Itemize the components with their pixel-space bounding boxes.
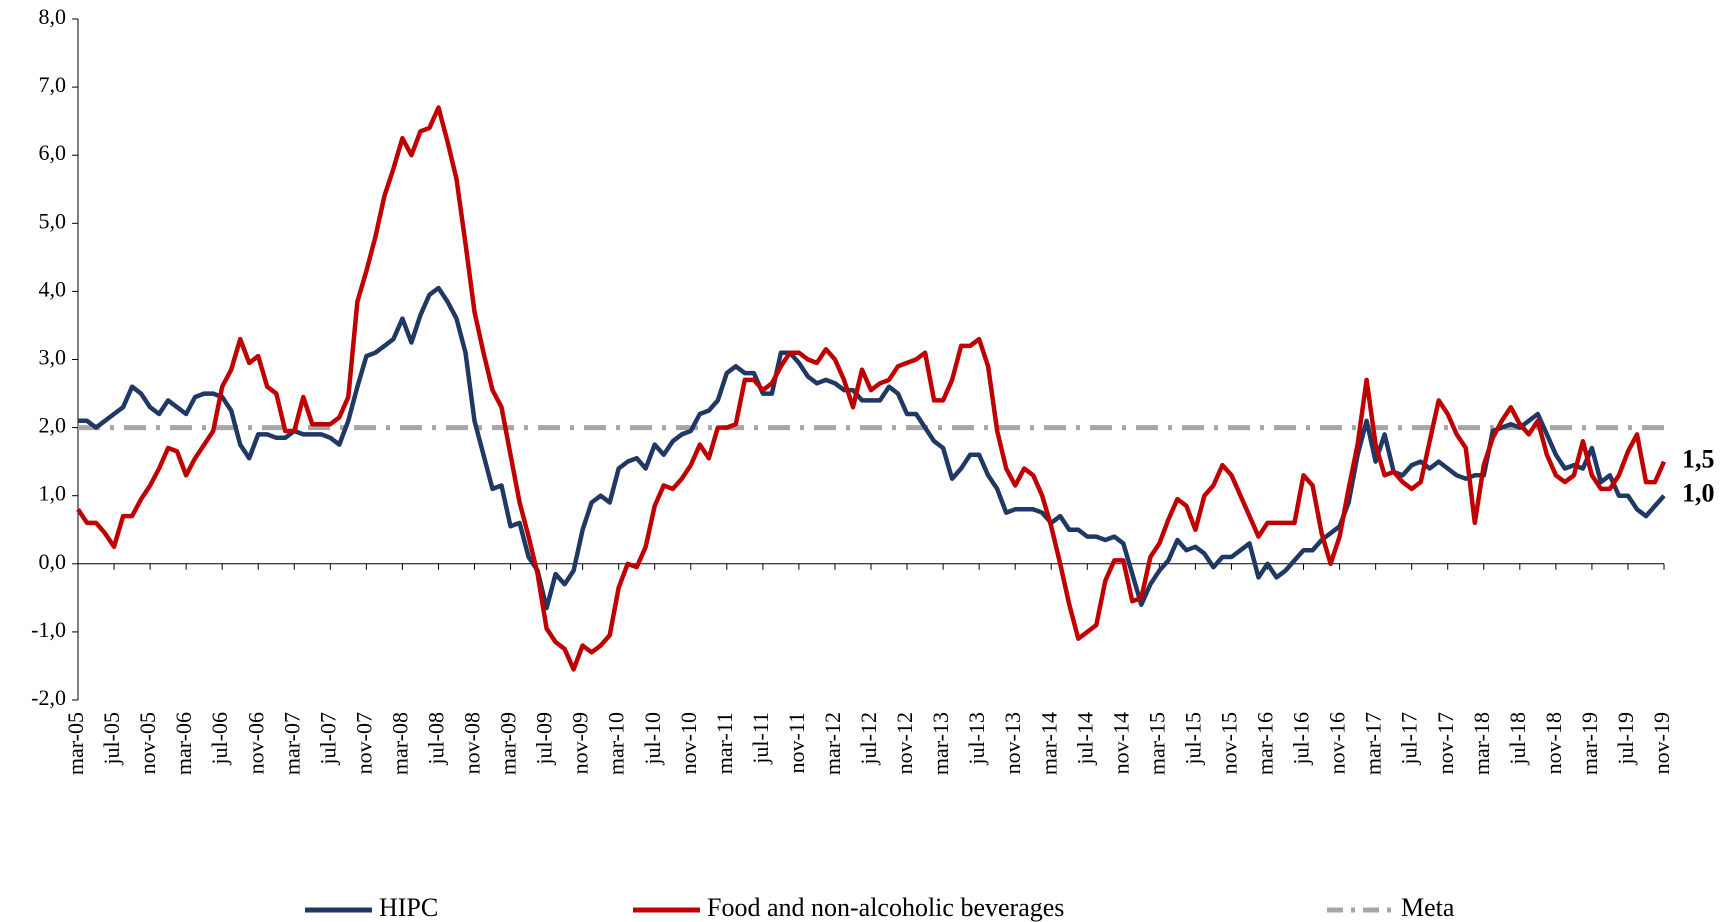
x-tick-label: nov-16 [1325,712,1350,774]
x-tick-label: nov-11 [784,712,809,774]
y-tick-label: 7,0 [39,72,67,97]
x-tick-label: nov-15 [1217,712,1242,774]
x-tick-label: mar-12 [820,712,845,775]
legend-label: Food and non-alcoholic beverages [707,893,1064,922]
series-line [76,105,1667,672]
x-tick-label: nov-12 [892,712,917,774]
series-line [78,285,1666,611]
x-tick-label: mar-13 [928,712,953,775]
x-tick-label: jul-14 [1072,712,1097,766]
x-tick-label: nov-05 [135,712,160,774]
y-tick-label: 1,0 [39,481,67,506]
x-tick-label: nov-06 [243,712,268,774]
x-tick-label: mar-05 [63,712,88,775]
x-tick-label: nov-14 [1108,712,1133,774]
y-tick-label: 0,0 [39,549,67,574]
x-tick-label: jul-09 [532,712,557,766]
x-tick-label: jul-12 [856,712,881,766]
x-tick-label: jul-10 [640,712,665,766]
y-tick-label: 3,0 [39,345,67,370]
x-tick-label: jul-15 [1180,712,1205,766]
x-tick-label: nov-13 [1000,712,1025,774]
x-tick-label: mar-19 [1577,712,1602,775]
x-tick-label: mar-11 [712,712,737,774]
x-tick-label: jul-11 [748,712,773,765]
x-tick-label: nov-18 [1541,712,1566,774]
x-tick-label: nov-09 [568,712,593,774]
x-tick-label: jul-19 [1613,712,1638,766]
x-tick-label: mar-14 [1036,712,1061,775]
x-tick-label: mar-17 [1361,712,1386,775]
x-tick-label: mar-10 [604,712,629,775]
x-tick-label: jul-17 [1397,712,1422,766]
y-tick-label: -2,0 [31,685,66,710]
x-tick-label: jul-16 [1289,712,1314,766]
x-tick-label: nov-17 [1433,712,1458,774]
x-tick-label: jul-08 [424,712,449,766]
y-tick-label: 4,0 [39,276,67,301]
x-tick-label: jul-18 [1505,712,1530,766]
x-tick-label: jul-05 [99,712,124,766]
x-tick-label: jul-06 [207,712,232,766]
end-label: 1,0 [1682,479,1715,508]
y-tick-label: 2,0 [39,413,67,438]
x-tick-label: nov-19 [1649,712,1674,774]
legend-label: Meta [1401,893,1455,922]
y-tick-label: -1,0 [31,617,66,642]
x-tick-label: mar-16 [1253,712,1278,775]
x-tick-label: nov-07 [351,712,376,774]
y-tick-label: 6,0 [39,140,67,165]
x-tick-label: nov-10 [676,712,701,774]
y-tick-label: 8,0 [39,4,67,29]
x-tick-label: mar-07 [279,712,304,775]
x-tick-label: mar-06 [171,712,196,775]
end-label: 1,5 [1682,445,1715,474]
x-tick-label: mar-09 [496,712,521,775]
x-tick-label: jul-07 [315,712,340,766]
legend-label: HIPC [379,893,438,922]
y-tick-label: 5,0 [39,208,67,233]
x-tick-label: nov-08 [460,712,485,774]
x-tick-label: jul-13 [964,712,989,766]
x-tick-label: mar-08 [387,712,412,775]
x-tick-label: mar-15 [1144,712,1169,775]
x-tick-label: mar-18 [1469,712,1494,775]
